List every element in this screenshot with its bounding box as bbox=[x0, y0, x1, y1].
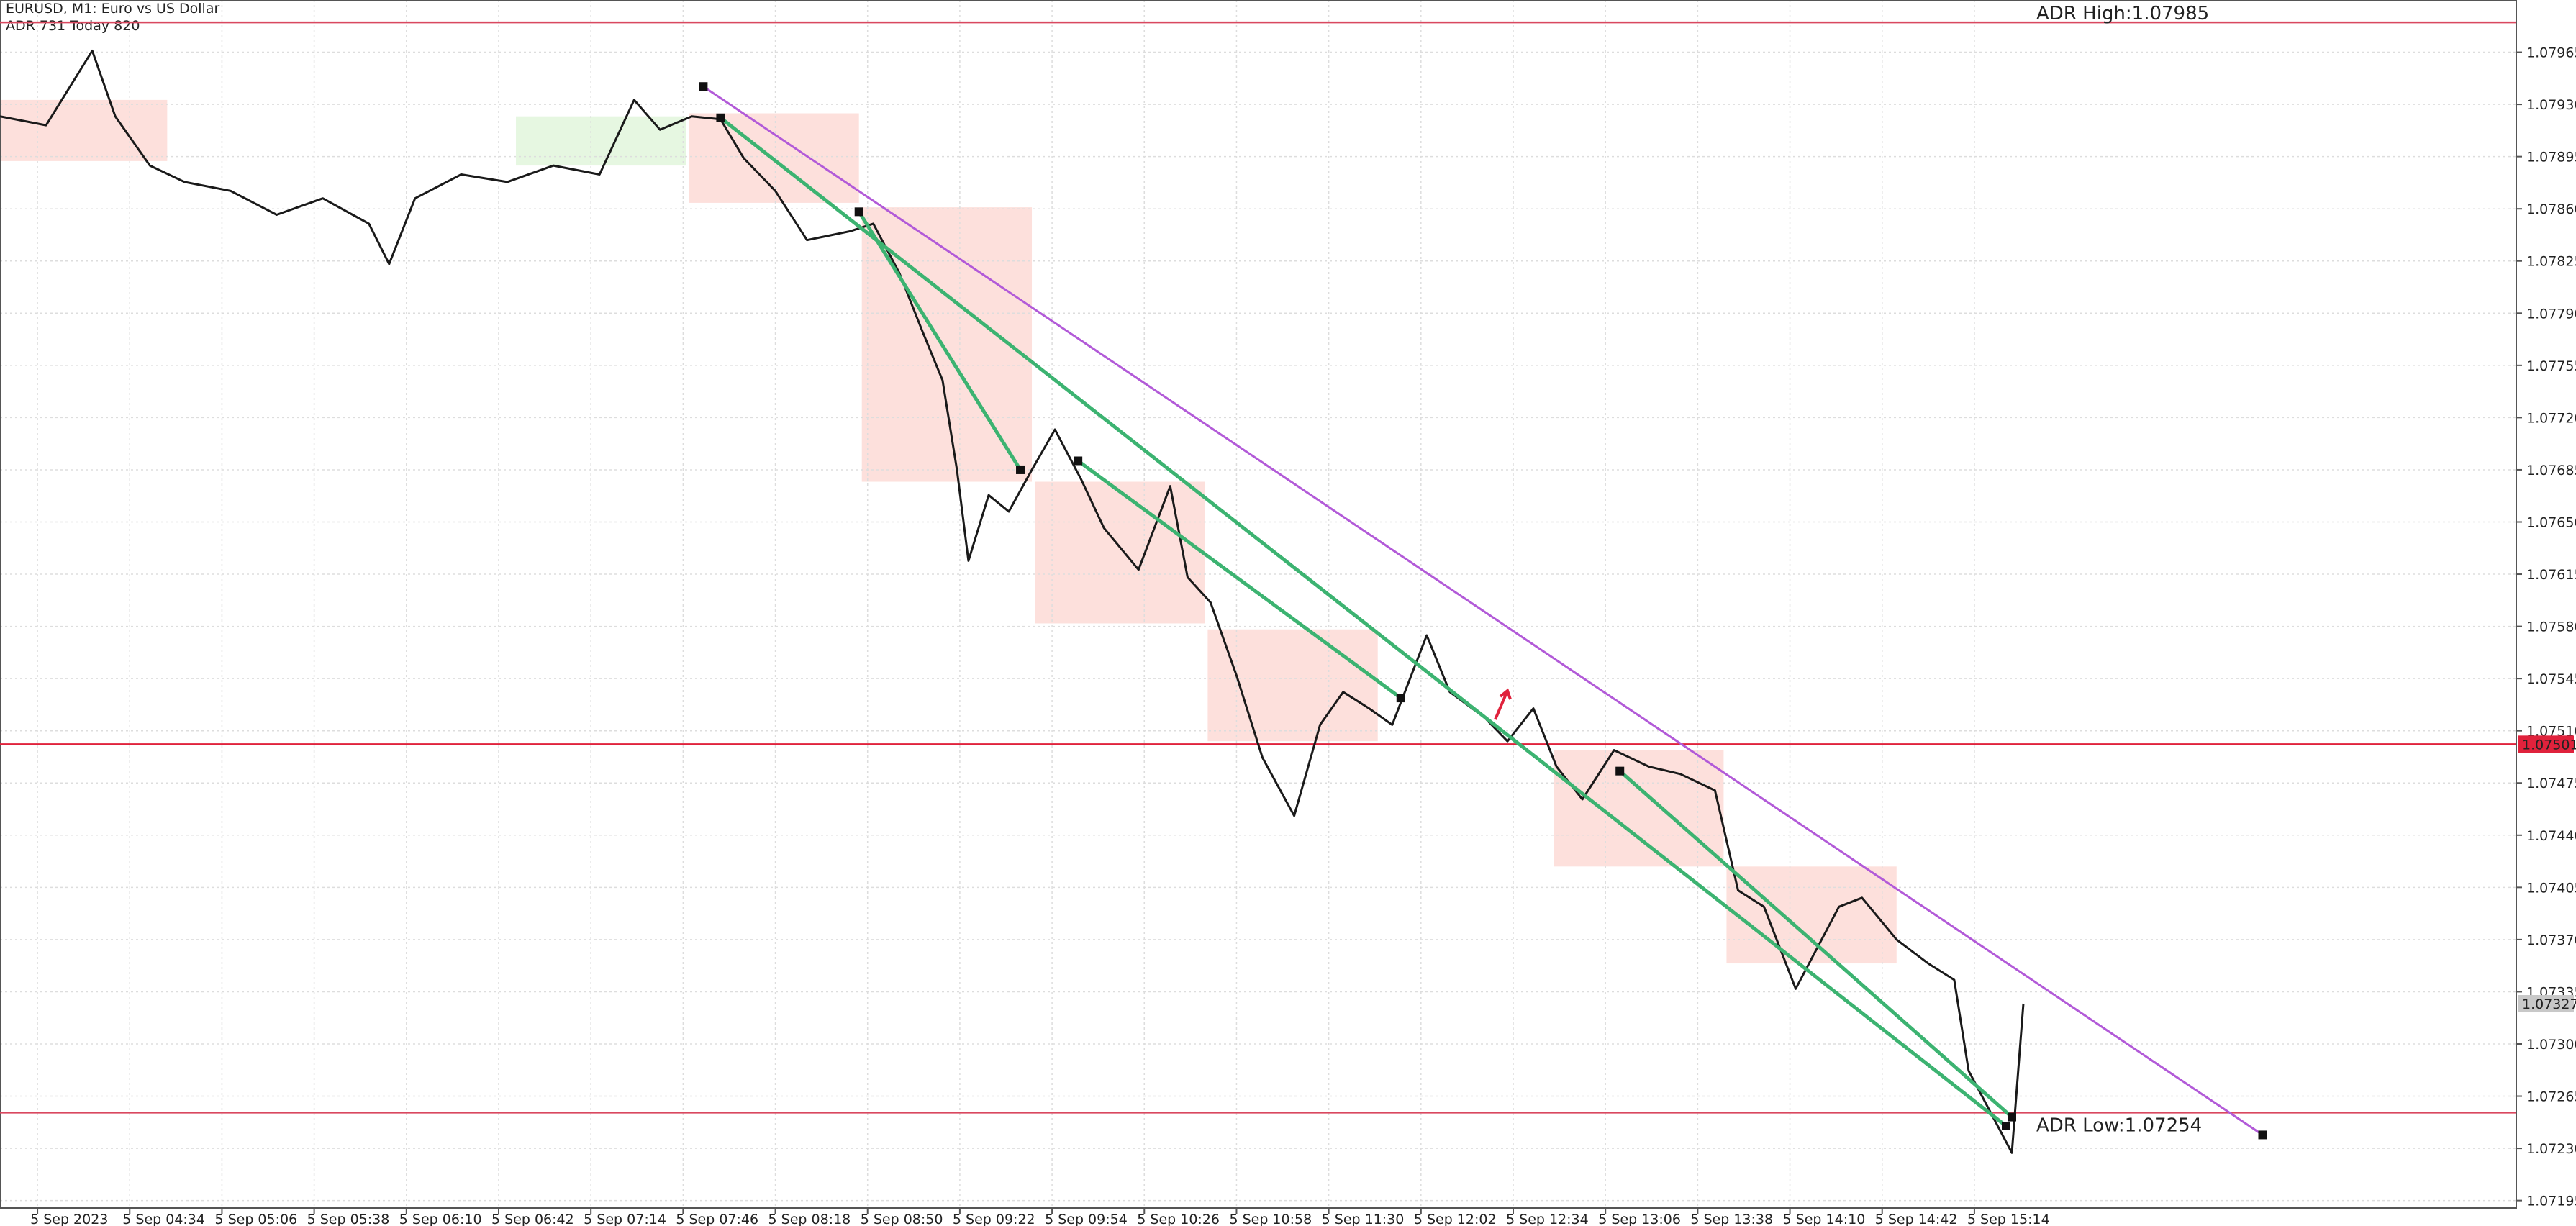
y-tick-label: 1.07860 bbox=[2526, 201, 2576, 217]
x-tick-label: 5 Sep 14:10 bbox=[1783, 1212, 1866, 1226]
session-zone bbox=[516, 116, 686, 166]
y-tick-label: 1.07685 bbox=[2526, 463, 2576, 478]
level-label: ADR Low:1.07254 bbox=[2036, 1114, 2202, 1136]
y-tick-label: 1.07720 bbox=[2526, 410, 2576, 426]
chart-title: EURUSD, M1: Euro vs US Dollar bbox=[6, 1, 219, 17]
trendline-anchor bbox=[2007, 1112, 2016, 1122]
y-tick-label: 1.07650 bbox=[2526, 514, 2576, 530]
trendline bbox=[1076, 459, 1402, 700]
x-tick-label: 5 Sep 08:50 bbox=[861, 1212, 943, 1226]
y-tick-label: 1.07370 bbox=[2526, 932, 2576, 948]
session-zone bbox=[1035, 481, 1205, 624]
y-tick-label: 1.07615 bbox=[2526, 567, 2576, 583]
trendline-anchor bbox=[699, 82, 708, 91]
x-tick-label: 5 Sep 10:58 bbox=[1229, 1212, 1312, 1226]
trendline-anchor bbox=[1615, 766, 1625, 776]
trendline-anchor bbox=[854, 207, 863, 217]
trendline-anchor bbox=[2258, 1130, 2267, 1140]
y-tick-label: 1.07545 bbox=[2526, 671, 2576, 687]
x-tick-label: 5 Sep 10:26 bbox=[1137, 1212, 1220, 1226]
price-tag-label: 1.07501 bbox=[2522, 737, 2576, 753]
x-tick-label: 5 Sep 04:34 bbox=[122, 1212, 205, 1226]
x-tick-label: 5 Sep 11:30 bbox=[1322, 1212, 1405, 1226]
current-price-label: 1.07327 bbox=[2522, 996, 2576, 1012]
y-tick-label: 1.07825 bbox=[2526, 254, 2576, 270]
trendline-anchor bbox=[716, 113, 725, 122]
y-tick-label: 1.07895 bbox=[2526, 150, 2576, 165]
current-price-tag bbox=[2518, 995, 2574, 1013]
y-tick-label: 1.07755 bbox=[2526, 358, 2576, 374]
y-tick-label: 1.07510 bbox=[2526, 724, 2576, 740]
y-tick-label: 1.07405 bbox=[2526, 880, 2576, 896]
x-tick-label: 5 Sep 09:22 bbox=[953, 1212, 1035, 1226]
plot-area bbox=[0, 0, 2516, 1208]
y-tick-label: 1.07930 bbox=[2526, 97, 2576, 113]
x-tick-label: 5 Sep 06:42 bbox=[491, 1212, 574, 1226]
trendline-anchor bbox=[1074, 456, 1083, 466]
session-zone bbox=[0, 99, 168, 161]
x-tick-label: 5 Sep 05:06 bbox=[214, 1212, 297, 1226]
level-label: ADR High:1.07985 bbox=[2036, 3, 2209, 24]
x-tick-label: 5 Sep 08:18 bbox=[768, 1212, 851, 1226]
x-tick-label: 5 Sep 12:34 bbox=[1506, 1212, 1589, 1226]
y-tick-label: 1.07265 bbox=[2526, 1089, 2576, 1105]
x-tick-label: 5 Sep 06:10 bbox=[399, 1212, 482, 1226]
trendline bbox=[1618, 769, 2013, 1119]
trendline bbox=[857, 211, 1022, 471]
session-zone bbox=[1554, 750, 1724, 867]
trendline bbox=[719, 116, 2008, 1127]
y-tick-label: 1.07580 bbox=[2526, 619, 2576, 635]
x-tick-label: 5 Sep 14:42 bbox=[1875, 1212, 1958, 1226]
price-tag bbox=[2518, 735, 2574, 753]
trendline-anchor bbox=[1016, 465, 1025, 474]
x-tick-label: 5 Sep 09:54 bbox=[1045, 1212, 1128, 1226]
trendline-anchor bbox=[2001, 1121, 2010, 1130]
plot-border bbox=[0, 0, 2517, 1209]
trendline-anchor bbox=[1396, 694, 1405, 703]
x-tick-label: 5 Sep 13:38 bbox=[1690, 1212, 1773, 1226]
x-tick-label: 5 Sep 2023 bbox=[30, 1212, 108, 1226]
y-tick-label: 1.07440 bbox=[2526, 828, 2576, 844]
x-tick-label: 5 Sep 15:14 bbox=[1967, 1212, 2050, 1226]
x-tick-label: 5 Sep 05:38 bbox=[307, 1212, 390, 1226]
x-tick-label: 5 Sep 13:06 bbox=[1598, 1212, 1681, 1226]
y-tick-label: 1.07230 bbox=[2526, 1141, 2576, 1157]
y-tick-label: 1.07475 bbox=[2526, 776, 2576, 791]
arrow-icon bbox=[1494, 688, 1512, 720]
y-tick-label: 1.07300 bbox=[2526, 1037, 2576, 1053]
y-tick-label: 1.07965 bbox=[2526, 45, 2576, 61]
x-tick-label: 5 Sep 07:14 bbox=[584, 1212, 666, 1226]
chart-subtitle: ADR 731 Today 820 bbox=[6, 18, 140, 34]
trendline bbox=[702, 85, 2264, 1136]
session-zone bbox=[1726, 866, 1897, 964]
y-tick-label: 1.07790 bbox=[2526, 306, 2576, 322]
session-zone bbox=[1207, 629, 1378, 742]
price-line bbox=[0, 50, 2025, 1154]
x-tick-label: 5 Sep 12:02 bbox=[1414, 1212, 1497, 1226]
x-tick-label: 5 Sep 07:46 bbox=[676, 1212, 758, 1226]
